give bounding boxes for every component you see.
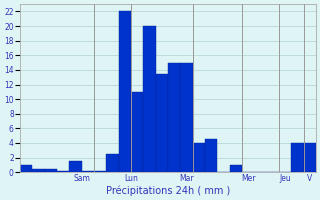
Bar — [168, 63, 180, 172]
Bar — [82, 171, 94, 172]
Bar — [32, 169, 45, 172]
Bar — [229, 165, 242, 172]
Bar — [20, 165, 32, 172]
Bar — [131, 92, 143, 172]
Bar — [143, 26, 156, 172]
Bar — [291, 143, 303, 172]
Bar — [57, 171, 69, 172]
X-axis label: Précipitations 24h ( mm ): Précipitations 24h ( mm ) — [106, 185, 230, 196]
Bar — [193, 143, 205, 172]
Bar — [156, 74, 168, 172]
Bar — [303, 143, 316, 172]
Bar — [106, 154, 119, 172]
Bar — [180, 63, 193, 172]
Bar — [119, 11, 131, 172]
Bar — [94, 171, 106, 172]
Bar — [69, 161, 82, 172]
Bar — [205, 139, 217, 172]
Bar — [45, 169, 57, 172]
